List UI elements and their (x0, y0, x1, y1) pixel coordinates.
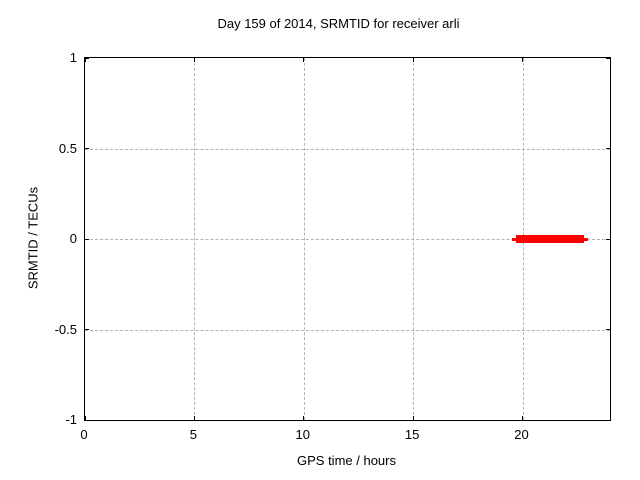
y-tick-mark-left (85, 57, 89, 59)
x-tick-mark-bottom (303, 416, 305, 420)
x-tick-label: 5 (189, 427, 197, 442)
series-srmtid-line-thick (515, 235, 584, 243)
y-tick-mark-right (606, 148, 610, 149)
y-tick-label: -0.5 (54, 321, 77, 337)
y-tick-mark-left (85, 238, 89, 240)
chart-title: Day 159 of 2014, SRMTID for receiver arl… (217, 16, 460, 31)
y-tick-mark-right (606, 238, 610, 240)
x-tick-mark-top (84, 58, 86, 62)
y-tick-label: 0.5 (58, 140, 77, 156)
x-tick-label: 15 (404, 427, 420, 442)
x-tick-mark-bottom (522, 416, 523, 420)
y-tick-label: -1 (65, 412, 77, 427)
y-tick-mark-left (85, 148, 89, 149)
x-tick-mark-bottom (412, 416, 414, 420)
x-tick-label: 20 (514, 427, 529, 442)
y-tick-mark-right (606, 329, 610, 330)
x-tick-mark-top (303, 58, 305, 62)
gridline-y-0.5 (85, 148, 610, 150)
x-tick-mark-top (522, 58, 523, 62)
x-tick-mark-top (193, 58, 195, 62)
y-tick-mark-right (606, 57, 610, 59)
y-tick-mark-right (606, 419, 610, 421)
y-tick-mark-left (85, 329, 89, 330)
x-axis-title: GPS time / hours (297, 453, 396, 468)
x-tick-mark-bottom (84, 416, 86, 420)
y-tick-mark-left (85, 419, 89, 421)
x-tick-mark-bottom (193, 416, 195, 420)
gridline-y--0.5 (85, 329, 610, 331)
gridline-y-0 (85, 239, 610, 240)
x-tick-label: 0 (80, 427, 88, 442)
x-tick-label: 10 (295, 427, 310, 442)
y-tick-label: 1 (69, 50, 77, 65)
y-tick-label: 0 (69, 231, 77, 246)
x-tick-mark-top (412, 58, 414, 62)
plot-area (84, 57, 611, 421)
